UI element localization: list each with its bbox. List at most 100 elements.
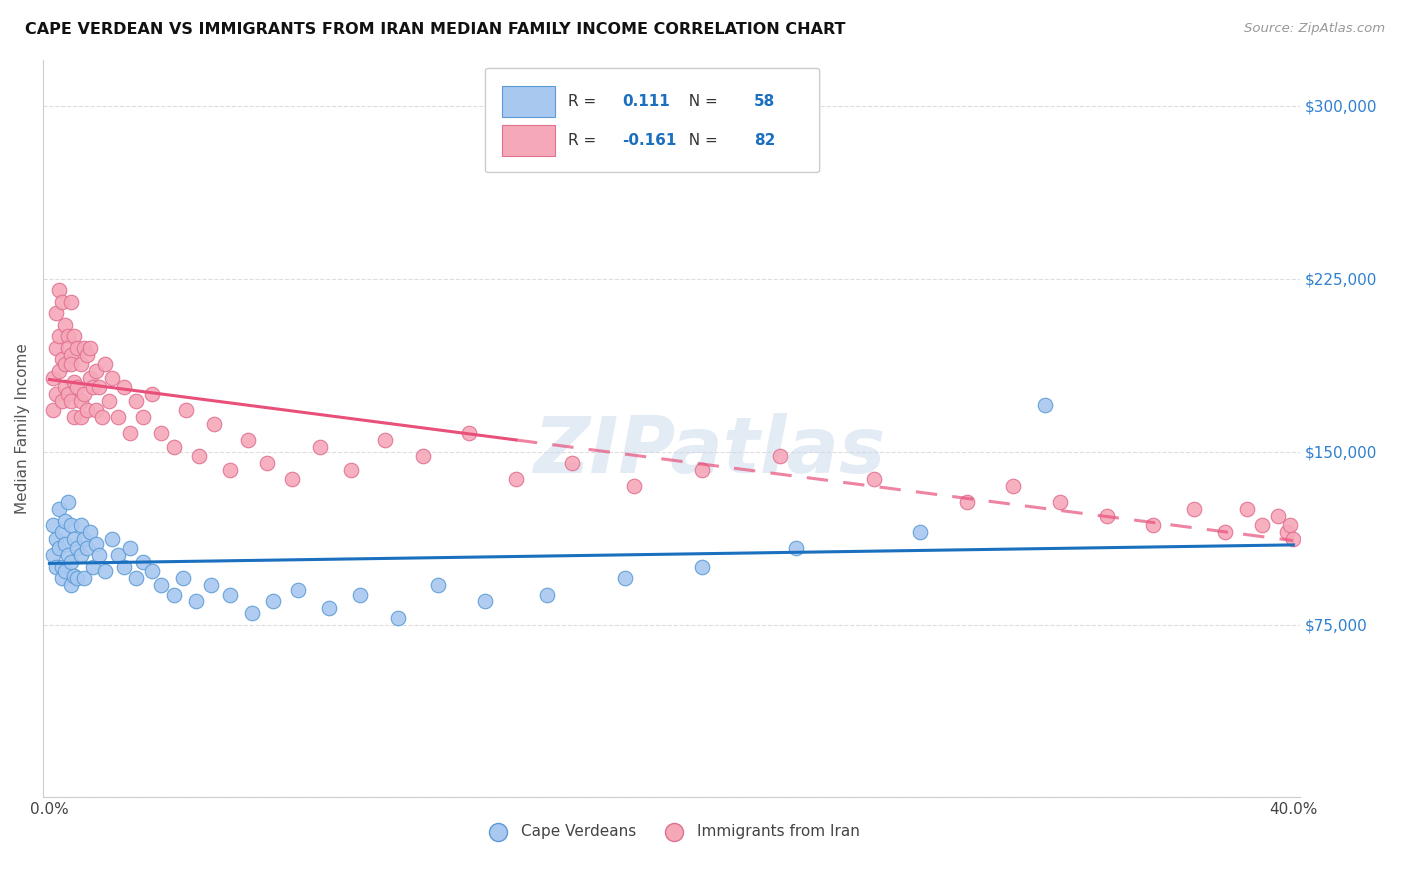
Point xyxy=(202,417,225,431)
Point xyxy=(94,565,117,579)
Point xyxy=(692,560,714,574)
Point xyxy=(163,588,186,602)
Point xyxy=(53,537,76,551)
Point xyxy=(48,283,70,297)
Point xyxy=(66,380,89,394)
Point xyxy=(132,555,155,569)
Point xyxy=(60,393,83,408)
Point xyxy=(72,341,94,355)
Point xyxy=(66,541,89,556)
Point xyxy=(79,371,101,385)
Point xyxy=(91,409,114,424)
Point xyxy=(63,409,86,424)
Point xyxy=(69,549,91,563)
Point xyxy=(51,571,73,585)
Point xyxy=(112,560,135,574)
Point xyxy=(412,449,434,463)
Point xyxy=(45,532,67,546)
Point xyxy=(60,578,83,592)
Point xyxy=(218,463,240,477)
Point xyxy=(97,393,120,408)
Point xyxy=(89,549,111,563)
Point xyxy=(82,380,104,394)
Point xyxy=(141,387,163,401)
Point xyxy=(107,409,129,424)
Point xyxy=(1251,518,1274,533)
Point xyxy=(340,463,363,477)
Point xyxy=(56,329,79,343)
Point xyxy=(474,594,496,608)
Point xyxy=(1182,502,1205,516)
Point xyxy=(60,294,83,309)
Point xyxy=(45,560,67,574)
Point xyxy=(1049,495,1071,509)
Point xyxy=(1282,532,1305,546)
FancyBboxPatch shape xyxy=(502,125,554,155)
Text: ZIPatlas: ZIPatlas xyxy=(533,413,886,489)
Point xyxy=(45,341,67,355)
Point xyxy=(76,348,98,362)
Point xyxy=(623,479,645,493)
Point xyxy=(89,380,111,394)
Point xyxy=(132,409,155,424)
Point xyxy=(69,357,91,371)
Point xyxy=(51,294,73,309)
Point xyxy=(769,449,792,463)
Point xyxy=(53,565,76,579)
Point xyxy=(60,348,83,362)
Point xyxy=(53,318,76,332)
Point xyxy=(94,357,117,371)
Point xyxy=(1267,509,1289,524)
Point xyxy=(141,565,163,579)
Point xyxy=(51,393,73,408)
FancyBboxPatch shape xyxy=(485,69,820,172)
Point xyxy=(692,463,714,477)
Point xyxy=(125,393,148,408)
Point xyxy=(84,403,107,417)
Text: R =: R = xyxy=(568,95,602,109)
Point xyxy=(908,525,931,540)
Point xyxy=(613,571,636,585)
Point xyxy=(240,606,263,620)
Point xyxy=(76,403,98,417)
Text: N =: N = xyxy=(679,133,723,147)
Point xyxy=(318,601,340,615)
Point xyxy=(41,403,63,417)
Point xyxy=(1142,518,1164,533)
Point xyxy=(1033,399,1056,413)
Point xyxy=(187,449,209,463)
Point xyxy=(63,376,86,390)
Point xyxy=(84,364,107,378)
Point xyxy=(374,433,396,447)
Point xyxy=(150,426,173,441)
Point xyxy=(1236,502,1258,516)
Point xyxy=(53,380,76,394)
Point xyxy=(48,329,70,343)
Point xyxy=(150,578,173,592)
Point xyxy=(53,514,76,528)
Point xyxy=(76,541,98,556)
Point xyxy=(262,594,284,608)
Point xyxy=(48,541,70,556)
Point xyxy=(79,525,101,540)
Point xyxy=(1095,509,1118,524)
Text: R =: R = xyxy=(568,133,602,147)
Legend: Cape Verdeans, Immigrants from Iran: Cape Verdeans, Immigrants from Iran xyxy=(477,818,866,845)
Point xyxy=(84,537,107,551)
Point xyxy=(309,440,332,454)
Text: 0.111: 0.111 xyxy=(623,95,671,109)
Point xyxy=(69,393,91,408)
Point xyxy=(72,571,94,585)
Point xyxy=(120,541,142,556)
Point xyxy=(56,549,79,563)
Text: 58: 58 xyxy=(754,95,776,109)
Point xyxy=(184,594,207,608)
Point xyxy=(956,495,979,509)
Point xyxy=(45,387,67,401)
Point xyxy=(51,525,73,540)
Point xyxy=(238,433,260,447)
Point xyxy=(82,560,104,574)
Point xyxy=(1213,525,1236,540)
Point xyxy=(505,472,527,486)
Point xyxy=(427,578,450,592)
